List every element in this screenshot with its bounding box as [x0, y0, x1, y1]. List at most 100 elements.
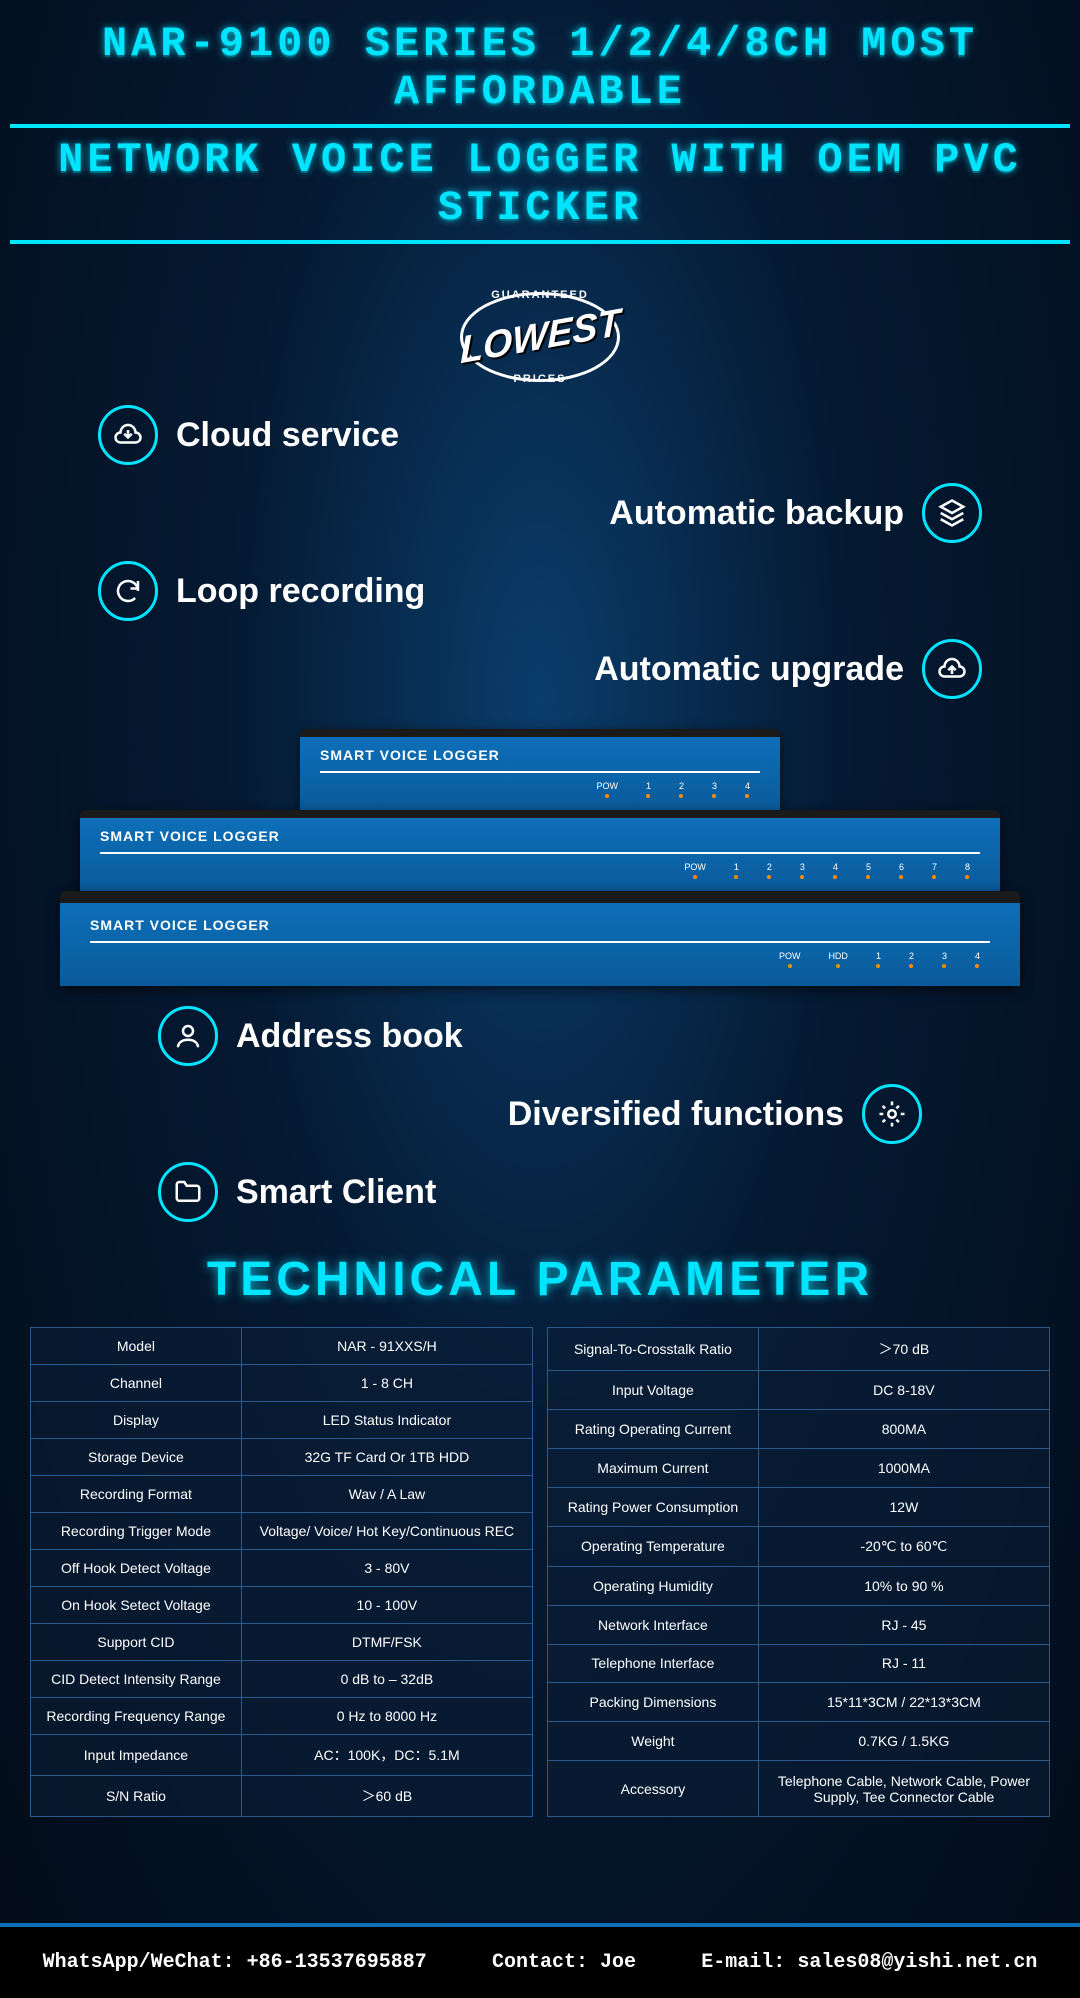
table-row: Recording Frequency Range0 Hz to 8000 Hz — [31, 1698, 533, 1735]
spec-key: Network Interface — [548, 1605, 759, 1644]
spec-value: ＞70 dB — [758, 1328, 1049, 1371]
spec-value: Wav / A Law — [241, 1476, 532, 1513]
led-indicator: 3 — [800, 862, 805, 879]
spec-value: 0.7KG / 1.5KG — [758, 1722, 1049, 1761]
table-row: Operating Temperature-20℃ to 60℃ — [548, 1526, 1050, 1566]
spec-key: Off Hook Detect Voltage — [31, 1550, 242, 1587]
table-row: Weight0.7KG / 1.5KG — [548, 1722, 1050, 1761]
features-top: Cloud service Automatic backup Loop record… — [0, 405, 1080, 699]
spec-key: Accessory — [548, 1761, 759, 1817]
table-row: ModelNAR - 91XXS/H — [31, 1328, 533, 1365]
spec-value: 800MA — [758, 1410, 1049, 1449]
spec-value: RJ - 45 — [758, 1605, 1049, 1644]
led-indicator: 2 — [909, 951, 914, 968]
spec-key: Rating Operating Current — [548, 1410, 759, 1449]
table-row: Operating Humidity10% to 90 % — [548, 1566, 1050, 1605]
features-bottom: Address book Diversified functions Smart C… — [0, 1006, 1080, 1222]
table-row: Input VoltageDC 8-18V — [548, 1371, 1050, 1410]
spec-value: ＞60 dB — [241, 1776, 532, 1817]
led-indicator: 8 — [965, 862, 970, 879]
spec-table-left: ModelNAR - 91XXS/HChannel1 - 8 CHDisplay… — [30, 1327, 533, 1817]
led-indicator: POW — [684, 862, 706, 879]
spec-key: Telephone Interface — [548, 1644, 759, 1683]
spec-key: Rating Power Consumption — [548, 1487, 759, 1526]
feature-row: Cloud service — [80, 405, 1000, 465]
footer: WhatsApp/WeChat: +86-13537695887 Contact… — [0, 1923, 1080, 1998]
spec-key: Input Voltage — [548, 1371, 759, 1410]
feature-row: Diversified functions — [140, 1084, 940, 1144]
folder-icon — [158, 1162, 218, 1222]
feature-label: Loop recording — [176, 572, 425, 611]
table-row: On Hook Setect Voltage10 - 100V — [31, 1587, 533, 1624]
title-line-1: NAR-9100 SERIES 1/2/4/8CH MOST AFFORDABL… — [10, 20, 1070, 128]
spec-value: 0 Hz to 8000 Hz — [241, 1698, 532, 1735]
table-row: DisplayLED Status Indicator — [31, 1402, 533, 1439]
spec-key: Storage Device — [31, 1439, 242, 1476]
feature-label: Address book — [236, 1017, 463, 1056]
spec-key: Display — [31, 1402, 242, 1439]
spec-value: 3 - 80V — [241, 1550, 532, 1587]
spec-value: 1000MA — [758, 1448, 1049, 1487]
gear-icon — [862, 1084, 922, 1144]
spec-value: 10 - 100V — [241, 1587, 532, 1624]
spec-value: 12W — [758, 1487, 1049, 1526]
badge-bottom: PRICES — [514, 373, 567, 385]
table-row: AccessoryTelephone Cable, Network Cable,… — [548, 1761, 1050, 1817]
spec-value: -20℃ to 60℃ — [758, 1526, 1049, 1566]
table-row: Off Hook Detect Voltage3 - 80V — [31, 1550, 533, 1587]
led-indicator: 7 — [932, 862, 937, 879]
user-icon — [158, 1006, 218, 1066]
spec-value: 15*11*3CM / 22*13*3CM — [758, 1683, 1049, 1722]
layers-icon — [922, 483, 982, 543]
footer-email: E-mail: sales08@yishi.net.cn — [701, 1951, 1037, 1974]
tech-parameter-title: TECHNICAL PARAMETER — [0, 1252, 1080, 1307]
table-row: Recording Trigger ModeVoltage/ Voice/ Ho… — [31, 1513, 533, 1550]
device-unit: SMART VOICE LOGGERPOW12345678 — [80, 810, 1000, 893]
table-row: Channel1 - 8 CH — [31, 1365, 533, 1402]
spec-value: 32G TF Card Or 1TB HDD — [241, 1439, 532, 1476]
table-row: Rating Power Consumption12W — [548, 1487, 1050, 1526]
spec-key: Weight — [548, 1722, 759, 1761]
feature-row: Automatic backup — [80, 483, 1000, 543]
table-row: Maximum Current1000MA — [548, 1448, 1050, 1487]
spec-tables: ModelNAR - 91XXS/HChannel1 - 8 CHDisplay… — [0, 1327, 1080, 1817]
device-label: SMART VOICE LOGGER — [90, 917, 990, 933]
led-indicator: POW — [596, 781, 618, 798]
led-indicator: POW — [779, 951, 801, 968]
device-label: SMART VOICE LOGGER — [100, 828, 980, 844]
spec-value: DC 8-18V — [758, 1371, 1049, 1410]
device-label: SMART VOICE LOGGER — [320, 747, 760, 763]
table-row: Rating Operating Current800MA — [548, 1410, 1050, 1449]
led-indicator: 3 — [942, 951, 947, 968]
led-indicator: 6 — [899, 862, 904, 879]
spec-value: 10% to 90 % — [758, 1566, 1049, 1605]
spec-key: Support CID — [31, 1624, 242, 1661]
feature-label: Diversified functions — [508, 1095, 844, 1134]
led-indicator: 1 — [876, 951, 881, 968]
spec-key: Input Impedance — [31, 1735, 242, 1776]
led-indicator: 4 — [975, 951, 980, 968]
feature-row: Loop recording — [80, 561, 1000, 621]
table-row: Network InterfaceRJ - 45 — [548, 1605, 1050, 1644]
badge-top: GUARANTEED — [491, 289, 589, 301]
spec-key: Signal-To-Crosstalk Ratio — [548, 1328, 759, 1371]
table-row: Packing Dimensions15*11*3CM / 22*13*3CM — [548, 1683, 1050, 1722]
led-indicator: 1 — [734, 862, 739, 879]
table-row: Signal-To-Crosstalk Ratio＞70 dB — [548, 1328, 1050, 1371]
spec-key: On Hook Setect Voltage — [31, 1587, 242, 1624]
feature-row: Address book — [140, 1006, 940, 1066]
footer-whatsapp: WhatsApp/WeChat: +86-13537695887 — [43, 1951, 427, 1974]
spec-value: Telephone Cable, Network Cable, Power Su… — [758, 1761, 1049, 1817]
spec-value: Voltage/ Voice/ Hot Key/Continuous REC — [241, 1513, 532, 1550]
feature-row: Smart Client — [140, 1162, 940, 1222]
feature-label: Smart Client — [236, 1173, 436, 1212]
feature-label: Automatic backup — [609, 494, 904, 533]
led-indicator: 5 — [866, 862, 871, 879]
led-indicator: 2 — [679, 781, 684, 798]
led-indicator: 4 — [833, 862, 838, 879]
spec-key: Recording Format — [31, 1476, 242, 1513]
spec-value: 0 dB to – 32dB — [241, 1661, 532, 1698]
table-row: Storage Device32G TF Card Or 1TB HDD — [31, 1439, 533, 1476]
spec-key: Recording Trigger Mode — [31, 1513, 242, 1550]
spec-value: LED Status Indicator — [241, 1402, 532, 1439]
